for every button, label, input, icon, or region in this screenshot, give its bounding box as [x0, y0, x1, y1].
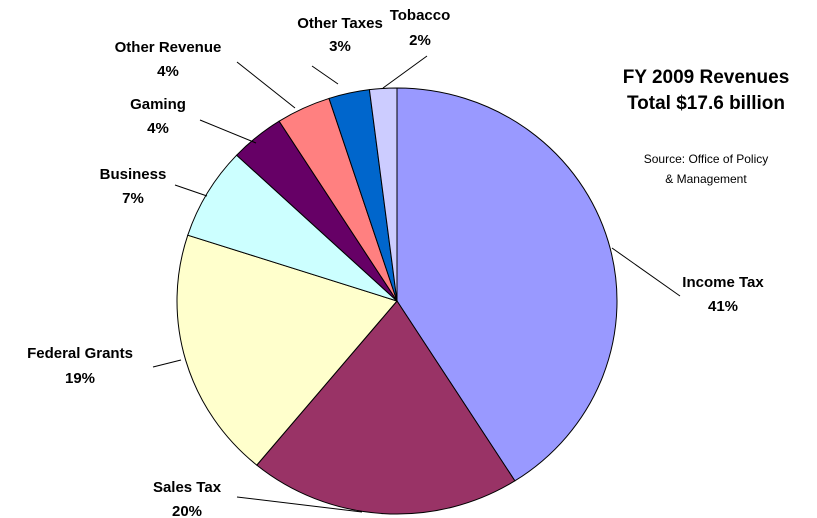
pie-slice [368, 87, 398, 302]
leader-line [152, 359, 182, 368]
pie-slice [396, 87, 618, 482]
chart-title: FY 2009 Revenues [623, 67, 790, 88]
slice-label: Federal Grants [27, 345, 133, 362]
slice-label: Tobacco [390, 7, 451, 24]
slice-value-label: 4% [157, 63, 179, 80]
slice-value-label: 20% [172, 503, 202, 518]
slice-label: Other Taxes [297, 15, 383, 32]
slice-value-label: 4% [147, 120, 169, 137]
slice-label: Income Tax [682, 274, 764, 291]
slice-value-label: 7% [122, 190, 144, 207]
slice-label: Gaming [130, 96, 186, 113]
pie-slice [256, 300, 516, 515]
slice-value-label: 41% [708, 298, 738, 315]
slice-label: Other Revenue [115, 39, 222, 56]
leader-line [236, 61, 296, 109]
slice-value-label: 3% [329, 38, 351, 55]
slice-value-label: 2% [409, 32, 431, 49]
source-note: & Management [665, 172, 747, 186]
source-note: Source: Office of Policy [644, 152, 769, 166]
leader-line [382, 55, 428, 89]
pie-slice [176, 234, 398, 466]
slice-label: Business [100, 166, 167, 183]
slice-value-label: 19% [65, 370, 95, 387]
leader-line [174, 184, 208, 197]
leader-line [199, 119, 257, 144]
leader-line [311, 65, 339, 85]
chart-subtitle: Total $17.6 billion [627, 93, 785, 114]
leader-line [236, 496, 363, 513]
leader-line [611, 247, 681, 297]
slice-label: Sales Tax [153, 479, 222, 496]
